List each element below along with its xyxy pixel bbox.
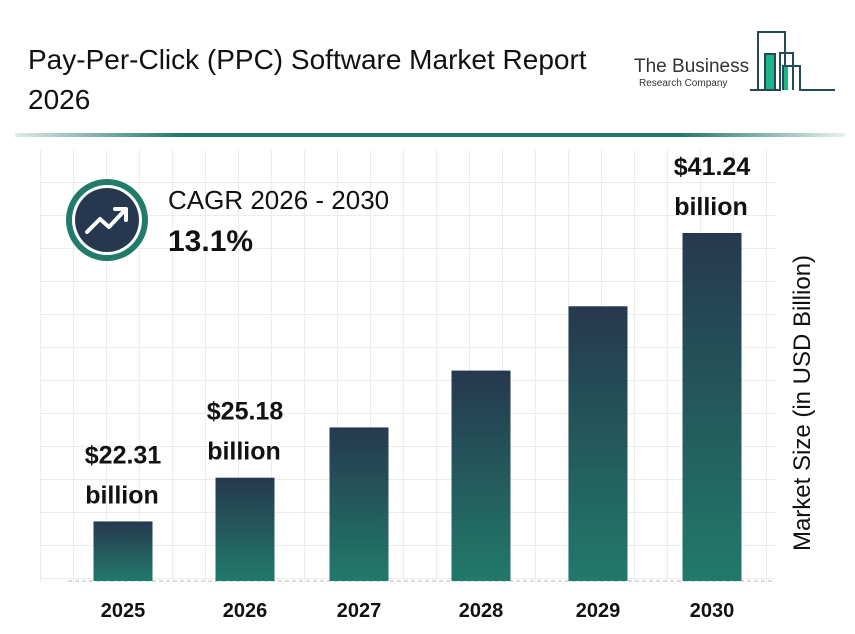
x-tick-label: 2030	[690, 600, 735, 622]
page-title: Pay-Per-Click (PPC) Software Market Repo…	[28, 44, 587, 115]
x-tick-label: 2027	[337, 600, 382, 622]
logo-buildings-icon	[750, 31, 835, 91]
company-logo: The Business Research Company	[630, 30, 840, 100]
y-axis-label: Market Size (in USD Billion)	[789, 254, 816, 552]
data-label-2030: $41.24	[674, 153, 751, 181]
logo-text-sub: Research Company	[639, 78, 728, 89]
cagr-value: 13.1%	[168, 225, 254, 258]
data-label-2030: billion	[674, 193, 748, 221]
cagr-label: CAGR 2026 - 2030	[168, 185, 390, 215]
bar-2026	[215, 477, 275, 581]
logo-text-main: The Business	[634, 56, 750, 77]
chart-grid	[40, 150, 775, 582]
bar-2029	[568, 306, 628, 581]
data-label-2026: billion	[207, 438, 281, 466]
x-tick-label: 2029	[576, 600, 621, 622]
header-divider	[15, 133, 845, 137]
bar-2030	[682, 233, 742, 581]
data-label-2025: billion	[85, 481, 159, 509]
x-tick-label: 2025	[101, 600, 146, 622]
bar-2028	[451, 370, 511, 581]
data-label-2025: $22.31	[85, 441, 162, 469]
x-tick-label: 2026	[223, 600, 268, 622]
data-label-2026: $25.18	[207, 398, 284, 426]
trend-up-arrow-icon	[66, 179, 148, 261]
bar-2025	[93, 521, 153, 581]
bar-2027	[329, 427, 389, 581]
x-tick-label: 2028	[459, 600, 504, 622]
cagr-badge	[63, 176, 151, 264]
